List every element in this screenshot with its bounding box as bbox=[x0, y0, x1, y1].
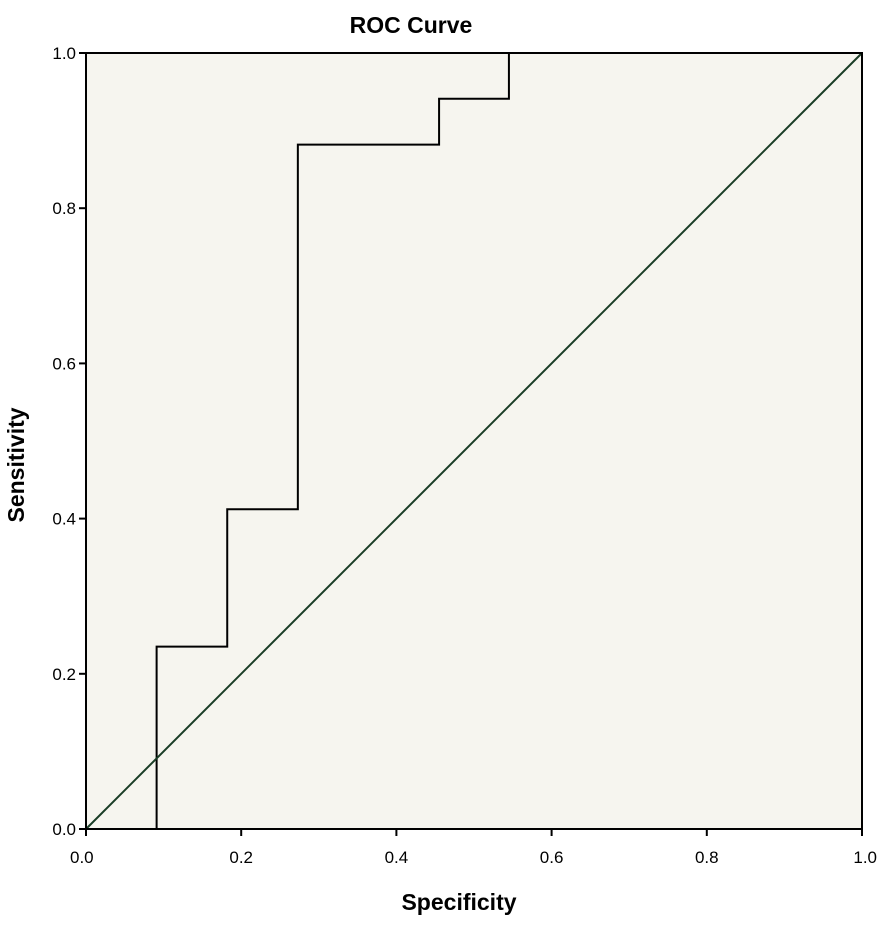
x-axis-title: Specificity bbox=[401, 889, 516, 915]
y-tick-label: 0.6 bbox=[52, 354, 76, 373]
x-tick-label: 0.6 bbox=[540, 848, 564, 867]
y-tick-label: 1.0 bbox=[52, 44, 76, 63]
y-tick-label: 0.8 bbox=[52, 199, 76, 218]
series-layer bbox=[85, 52, 863, 830]
y-tick-label: 0.2 bbox=[52, 665, 76, 684]
y-axis-title: Sensitivity bbox=[3, 407, 29, 522]
x-tick-label: 0.4 bbox=[385, 848, 409, 867]
y-tick-label: 0.4 bbox=[52, 510, 76, 529]
x-tick-label: 0.2 bbox=[229, 848, 253, 867]
y-tick-label: 0.0 bbox=[52, 820, 76, 839]
chart-title: ROC Curve bbox=[350, 12, 473, 38]
x-tick-label: 1.0 bbox=[853, 848, 877, 867]
x-tick-label: 0.8 bbox=[695, 848, 719, 867]
plot-frame bbox=[85, 52, 863, 830]
y-axis: 0.0 0.2 0.4 0.6 0.8 1.0 bbox=[52, 44, 86, 839]
reference-diagonal-line bbox=[85, 52, 863, 830]
roc-step-line bbox=[155, 53, 510, 829]
x-tick-label: 0.0 bbox=[70, 848, 94, 867]
x-axis: 0.0 0.2 0.4 0.6 0.8 1.0 bbox=[70, 829, 877, 867]
